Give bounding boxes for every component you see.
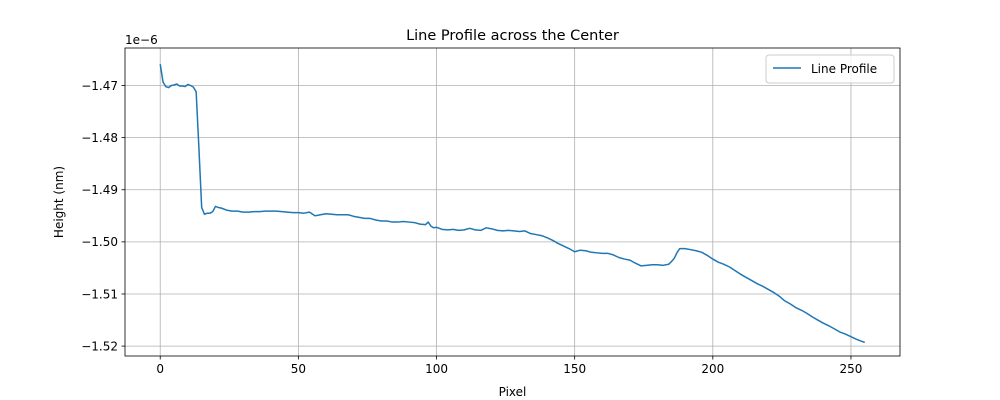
x-tick-label: 150 (563, 362, 586, 376)
y-tick-label: −1.48 (81, 131, 118, 145)
y-tick-label: −1.49 (81, 183, 118, 197)
series-line-profile (159, 64, 866, 344)
x-tick-label: 50 (291, 362, 306, 376)
plot-frame (124, 47, 901, 357)
legend-box (765, 54, 895, 84)
y-tick-label: −1.50 (81, 235, 118, 249)
x-axis-label: Pixel (499, 385, 527, 399)
x-tick-label: 200 (701, 362, 724, 376)
series-layer (159, 64, 866, 344)
y-axis: −1.52 −1.51 −1.50 −1.49 −1.48 −1.47 (81, 79, 125, 353)
grid (125, 48, 900, 356)
chart-title: Line Profile across the Center (406, 28, 619, 44)
x-tick-label: 100 (425, 362, 448, 376)
legend: Line Profile (765, 54, 895, 84)
y-axis-offset-label: 1e−6 (125, 33, 158, 47)
y-tick-label: −1.47 (81, 79, 118, 93)
x-tick-label: 0 (156, 362, 164, 376)
y-tick-label: −1.52 (81, 339, 118, 353)
legend-label-line-profile: Line Profile (811, 62, 877, 76)
y-tick-label: −1.51 (81, 287, 118, 301)
x-axis: 0 50 100 150 200 250 (156, 356, 862, 376)
x-tick-label: 250 (840, 362, 863, 376)
y-axis-label: Height (nm) (52, 166, 66, 238)
